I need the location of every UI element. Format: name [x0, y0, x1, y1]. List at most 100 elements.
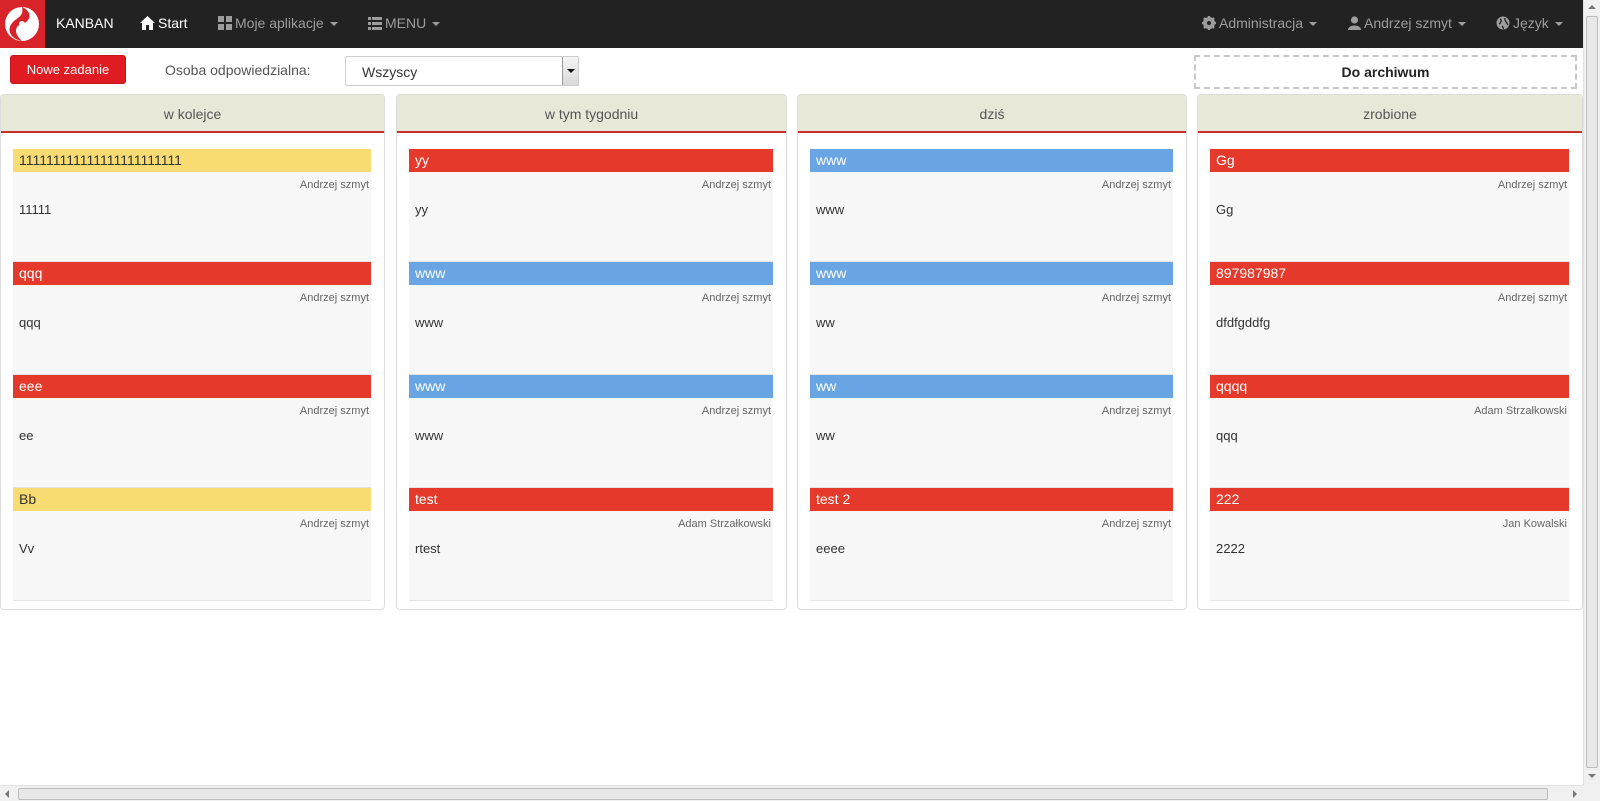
card-owner: Andrzej szmyt [299, 405, 369, 417]
card-owner: Andrzej szmyt [299, 518, 369, 530]
top-navbar: KANBAN Start Moje aplikacje MENU Adminis… [0, 0, 1583, 48]
task-card[interactable]: test 2 Andrzej szmyt eeee [810, 488, 1173, 601]
card-description: dfdfgddfg [1216, 315, 1271, 330]
task-card[interactable]: Bb Andrzej szmyt Vv [13, 488, 371, 601]
task-card[interactable]: ww Andrzej szmyt ww [810, 375, 1173, 488]
globe-icon [1496, 16, 1510, 30]
kanban-column[interactable]: w tym tygodniu yy Andrzej szmyt yy www Andrze… [396, 94, 787, 610]
card-description: 11111 [19, 202, 52, 217]
card-title[interactable]: eee [13, 375, 371, 398]
horizontal-scrollbar[interactable] [0, 785, 1583, 801]
card-title[interactable]: 897987987 [1210, 262, 1569, 285]
card-title[interactable]: 222 [1210, 488, 1569, 511]
card-title[interactable]: qqq [13, 262, 371, 285]
card-description: ww [816, 315, 835, 330]
nav-start-label: Start [158, 15, 188, 31]
task-card[interactable]: 222 Jan Kowalski 2222 [1210, 488, 1569, 601]
card-title[interactable]: Bb [13, 488, 371, 511]
new-task-button[interactable]: Nowe zadanie [10, 55, 126, 84]
horizontal-scroll-thumb[interactable] [18, 788, 1548, 800]
scroll-left-icon[interactable] [5, 790, 9, 798]
task-card[interactable]: www Andrzej szmyt www [810, 149, 1173, 262]
card-description: qqq [1216, 428, 1238, 443]
card-description: 2222 [1216, 541, 1245, 556]
responsible-person-label: Osoba odpowiedzialna: [165, 62, 311, 78]
nav-moje-aplikacje[interactable]: Moje aplikacje [218, 15, 338, 31]
select-arrow-icon[interactable] [562, 57, 578, 85]
nav-administracja-label: Administracja [1219, 15, 1304, 31]
card-list: 111111111111111111111111 Andrzej szmyt 111… [13, 149, 371, 601]
task-card[interactable]: 111111111111111111111111 Andrzej szmyt 111… [13, 149, 371, 262]
nav-menu[interactable]: MENU [368, 15, 441, 31]
scroll-down-icon[interactable] [1588, 774, 1596, 778]
task-card[interactable]: eee Andrzej szmyt ee [13, 375, 371, 488]
task-card[interactable]: yy Andrzej szmyt yy [409, 149, 773, 262]
card-owner: Andrzej szmyt [1497, 292, 1567, 304]
card-list: yy Andrzej szmyt yy www Andrzej szmyt www www A… [409, 149, 773, 601]
app-logo[interactable] [0, 0, 45, 48]
card-description: www [816, 202, 845, 217]
chevron-down-icon [1309, 22, 1318, 26]
card-description: ee [19, 428, 34, 443]
responsible-person-value: Wszyscy [362, 64, 418, 80]
list-icon [368, 17, 382, 30]
scrollbar-corner [1583, 785, 1600, 801]
gear-icon [1202, 16, 1216, 30]
card-title[interactable]: qqqq [1210, 375, 1569, 398]
responsible-person-select[interactable]: Wszyscy [345, 56, 579, 86]
card-title[interactable]: test 2 [810, 488, 1173, 511]
task-card[interactable]: www Andrzej szmyt ww [810, 262, 1173, 375]
chevron-down-icon [329, 22, 338, 26]
card-title[interactable]: yy [409, 149, 773, 172]
card-description: yy [415, 202, 428, 217]
vertical-scroll-thumb[interactable] [1586, 16, 1598, 768]
card-title[interactable]: test [409, 488, 773, 511]
kanban-column[interactable]: w kolejce 111111111111111111111111 Andrzej… [0, 94, 385, 610]
card-owner: Andrzej szmyt [1497, 179, 1567, 191]
card-owner: Andrzej szmyt [1101, 518, 1171, 530]
column-header: zrobione [1198, 95, 1582, 133]
archive-dropzone[interactable]: Do archiwum [1194, 55, 1577, 89]
card-list: Gg Andrzej szmyt Gg 897987987 Andrzej szmyt d… [1210, 149, 1569, 601]
task-card[interactable]: Gg Andrzej szmyt Gg [1210, 149, 1569, 262]
task-card[interactable]: www Andrzej szmyt www [409, 375, 773, 488]
column-header: w kolejce [1, 95, 384, 133]
column-header: dziś [798, 95, 1186, 133]
task-card[interactable]: test Adam Strzałkowski rtest [409, 488, 773, 601]
nav-menu-label: MENU [385, 15, 427, 31]
card-description: www [415, 315, 444, 330]
card-title[interactable]: www [810, 262, 1173, 285]
vertical-scrollbar[interactable] [1583, 0, 1600, 785]
nav-user[interactable]: Andrzej szmyt [1348, 15, 1466, 31]
home-icon [140, 16, 155, 30]
card-title[interactable]: www [409, 375, 773, 398]
nav-administracja[interactable]: Administracja [1202, 15, 1318, 31]
card-title[interactable]: www [810, 149, 1173, 172]
task-card[interactable]: 897987987 Andrzej szmyt dfdfgddfg [1210, 262, 1569, 375]
chevron-down-icon [432, 22, 441, 26]
card-title[interactable]: 111111111111111111111111 [13, 149, 371, 172]
card-owner: Andrzej szmyt [701, 179, 771, 191]
card-title[interactable]: Gg [1210, 149, 1569, 172]
task-card[interactable]: qqq Andrzej szmyt qqq [13, 262, 371, 375]
task-card[interactable]: qqqq Adam Strzałkowski qqq [1210, 375, 1569, 488]
card-description: qqq [19, 315, 41, 330]
nav-jezyk[interactable]: Język [1496, 15, 1563, 31]
card-owner: Andrzej szmyt [1101, 179, 1171, 191]
card-owner: Andrzej szmyt [299, 179, 369, 191]
kanban-column[interactable]: dziś www Andrzej szmyt www www Andrzej szmyt w… [797, 94, 1187, 610]
brand-label[interactable]: KANBAN [56, 15, 114, 31]
logo-swirl-icon [5, 7, 39, 41]
card-title[interactable]: ww [810, 375, 1173, 398]
card-title[interactable]: www [409, 262, 773, 285]
scroll-up-icon[interactable] [1588, 5, 1596, 9]
task-card[interactable]: www Andrzej szmyt www [409, 262, 773, 375]
kanban-column[interactable]: zrobione Gg Andrzej szmyt Gg 897987987 Andrze… [1197, 94, 1583, 610]
card-description: www [415, 428, 444, 443]
chevron-down-icon [1554, 22, 1563, 26]
nav-moje-aplikacje-label: Moje aplikacje [235, 15, 324, 31]
card-owner: Andrzej szmyt [299, 292, 369, 304]
card-owner: Jan Kowalski [1502, 518, 1567, 530]
scroll-right-icon[interactable] [1573, 790, 1577, 798]
nav-start[interactable]: Start [140, 15, 188, 31]
